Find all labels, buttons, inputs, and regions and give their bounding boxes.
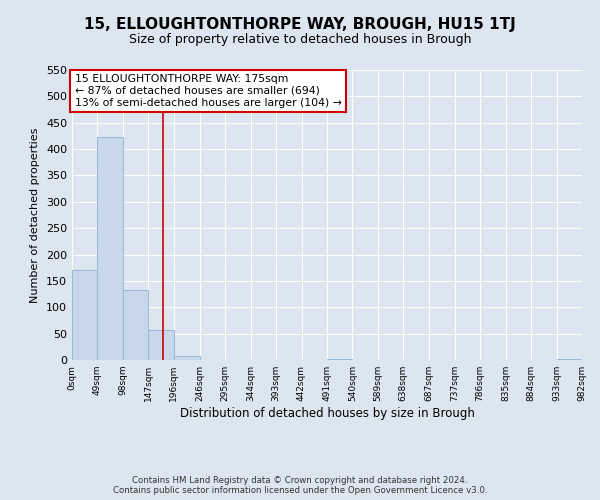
Bar xyxy=(174,356,200,360)
Text: Contains public sector information licensed under the Open Government Licence v3: Contains public sector information licen… xyxy=(113,486,487,495)
Bar xyxy=(327,359,352,360)
Text: 15, ELLOUGHTONTHORPE WAY, BROUGH, HU15 1TJ: 15, ELLOUGHTONTHORPE WAY, BROUGH, HU15 1… xyxy=(84,18,516,32)
Bar xyxy=(557,359,582,360)
Bar xyxy=(97,138,123,360)
X-axis label: Distribution of detached houses by size in Brough: Distribution of detached houses by size … xyxy=(179,407,475,420)
Bar xyxy=(123,290,148,360)
Text: Contains HM Land Registry data © Crown copyright and database right 2024.: Contains HM Land Registry data © Crown c… xyxy=(132,476,468,485)
Text: 15 ELLOUGHTONTHORPE WAY: 175sqm
← 87% of detached houses are smaller (694)
13% o: 15 ELLOUGHTONTHORPE WAY: 175sqm ← 87% of… xyxy=(74,74,341,108)
Bar xyxy=(72,270,97,360)
Bar xyxy=(148,330,174,360)
Y-axis label: Number of detached properties: Number of detached properties xyxy=(31,128,40,302)
Text: Size of property relative to detached houses in Brough: Size of property relative to detached ho… xyxy=(129,32,471,46)
